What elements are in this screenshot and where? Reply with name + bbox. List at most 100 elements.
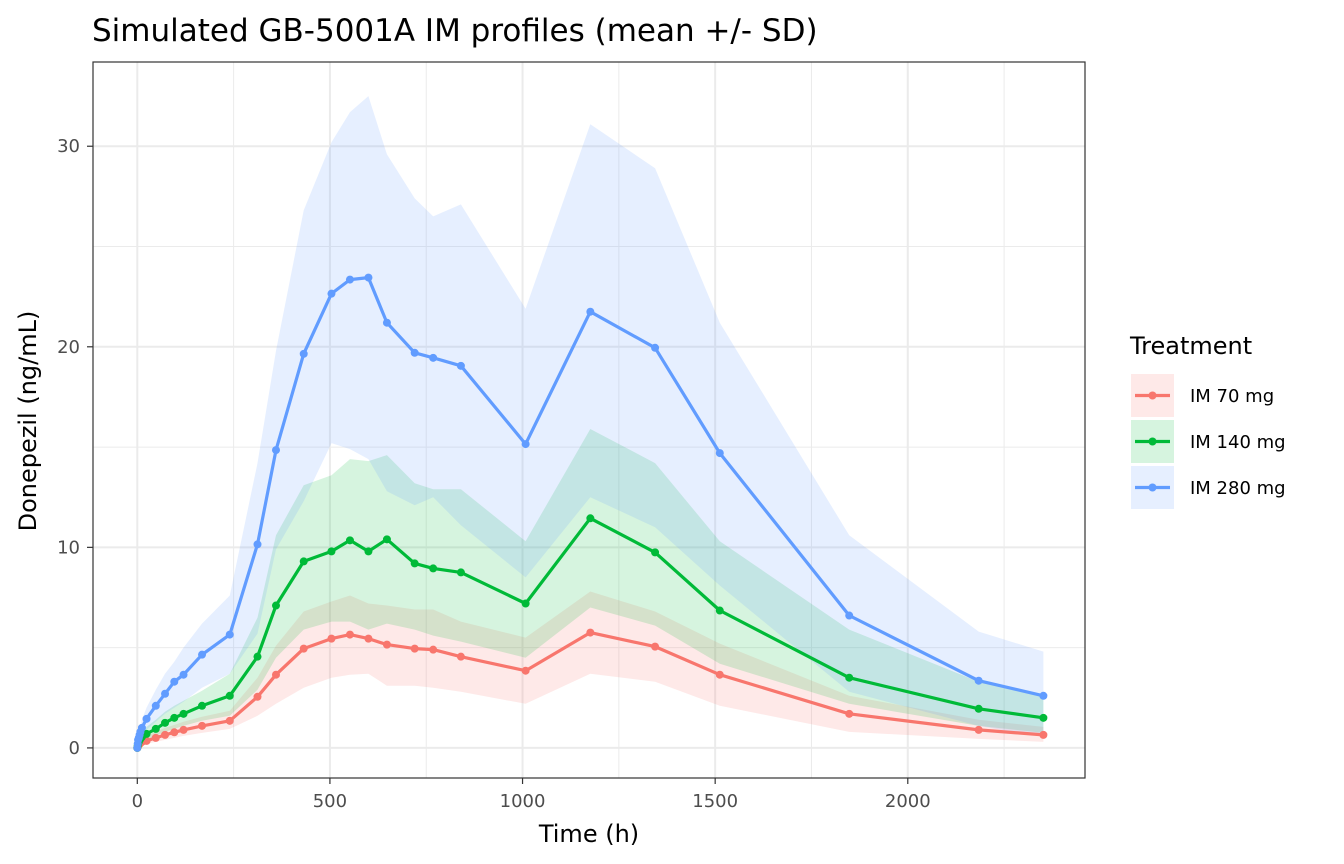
data-point-series-1 — [586, 628, 595, 637]
data-point-series-3 — [382, 318, 391, 327]
data-point-series-2 — [198, 701, 207, 710]
data-point-series-1 — [345, 630, 354, 639]
legend-key-point — [1148, 437, 1157, 446]
data-point-series-2 — [382, 535, 391, 544]
data-point-series-3 — [271, 446, 280, 455]
legend-label: IM 70 mg — [1190, 386, 1274, 407]
data-point-series-3 — [410, 348, 419, 357]
panel-border — [92, 61, 1086, 779]
data-point-series-3 — [253, 540, 262, 549]
data-point-series-1 — [845, 709, 854, 718]
data-point-series-1 — [299, 644, 308, 653]
data-point-series-2 — [253, 652, 262, 661]
data-point-series-2 — [161, 718, 170, 727]
sd-ribbons — [137, 96, 1044, 748]
data-point-series-1 — [170, 728, 179, 737]
data-point-series-2 — [974, 704, 983, 713]
data-point-series-2 — [586, 514, 595, 523]
data-point-series-2 — [429, 564, 438, 573]
x-axis-title: Time (h) — [538, 820, 639, 848]
data-point-series-1 — [429, 645, 438, 654]
legend-item: IM 280 mg — [1131, 466, 1286, 509]
data-point-series-3 — [225, 630, 234, 639]
data-point-series-3 — [198, 650, 207, 659]
data-point-series-3 — [651, 343, 660, 352]
data-point-series-3 — [974, 676, 983, 685]
legend-key-point — [1148, 391, 1157, 400]
sd-ribbon-series-2 — [137, 429, 1044, 748]
data-point-series-3 — [586, 307, 595, 316]
data-point-series-3 — [429, 353, 438, 362]
data-point-series-3 — [142, 714, 151, 723]
legend-label: IM 140 mg — [1190, 432, 1286, 453]
data-point-series-2 — [345, 536, 354, 545]
x-tick-label: 500 — [313, 791, 347, 812]
data-point-series-2 — [142, 729, 151, 738]
major-gridlines — [93, 62, 1085, 778]
data-point-series-2 — [715, 606, 724, 615]
data-point-series-2 — [1039, 713, 1048, 722]
data-point-series-1 — [327, 634, 336, 643]
data-point-series-1 — [271, 670, 280, 679]
data-point-series-1 — [715, 670, 724, 679]
data-point-series-1 — [456, 652, 465, 661]
legend: Treatment IM 70 mg IM 140 mg IM 280 mg — [1129, 332, 1286, 509]
data-point-series-3 — [345, 275, 354, 284]
data-point-series-1 — [974, 725, 983, 734]
data-point-series-2 — [651, 548, 660, 557]
x-axis-ticks: 0 500 1000 1500 2000 — [132, 778, 931, 812]
y-tick-label: 30 — [57, 136, 80, 157]
data-point-series-2 — [299, 557, 308, 566]
data-point-series-1 — [179, 725, 188, 734]
data-point-series-2 — [225, 691, 234, 700]
x-tick-label: 2000 — [885, 791, 931, 812]
data-point-series-3 — [1039, 691, 1048, 700]
chart-title: Simulated GB-5001A IM profiles (mean +/-… — [92, 13, 818, 49]
data-point-series-1 — [151, 733, 160, 742]
mean-points — [133, 273, 1048, 752]
data-point-series-2 — [327, 547, 336, 556]
y-tick-label: 10 — [57, 537, 80, 558]
data-point-series-2 — [179, 709, 188, 718]
data-point-series-1 — [198, 721, 207, 730]
data-point-series-2 — [845, 673, 854, 682]
data-point-series-3 — [161, 689, 170, 698]
data-point-series-3 — [521, 440, 530, 449]
data-point-series-3 — [151, 701, 160, 710]
x-tick-label: 1000 — [500, 791, 546, 812]
data-point-series-3 — [364, 273, 373, 282]
data-point-series-1 — [253, 692, 262, 701]
data-point-series-1 — [1039, 730, 1048, 739]
data-point-series-1 — [382, 640, 391, 649]
x-tick-label: 1500 — [692, 791, 738, 812]
legend-label: IM 280 mg — [1190, 478, 1286, 499]
data-point-series-1 — [225, 716, 234, 725]
data-point-series-3 — [327, 289, 336, 298]
y-tick-label: 0 — [69, 738, 80, 759]
data-point-series-1 — [651, 642, 660, 651]
data-point-series-3 — [299, 349, 308, 358]
data-point-series-2 — [271, 601, 280, 610]
legend-item: IM 140 mg — [1131, 420, 1286, 463]
legend-key-point — [1148, 483, 1157, 492]
data-point-series-1 — [161, 730, 170, 739]
legend-title: Treatment — [1129, 332, 1252, 360]
data-point-series-2 — [170, 713, 179, 722]
data-point-series-2 — [521, 599, 530, 608]
legend-item: IM 70 mg — [1131, 374, 1274, 417]
sd-ribbon-series-3 — [137, 96, 1044, 748]
data-point-series-3 — [845, 611, 854, 620]
data-point-series-3 — [179, 670, 188, 679]
y-axis-ticks: 0 10 20 30 — [57, 136, 93, 759]
data-point-series-2 — [151, 724, 160, 733]
data-point-series-2 — [364, 547, 373, 556]
data-point-series-3 — [170, 677, 179, 686]
data-point-series-3 — [456, 361, 465, 370]
y-tick-label: 20 — [57, 337, 80, 358]
data-point-series-2 — [410, 559, 419, 568]
sd-ribbon-series-1 — [137, 591, 1044, 748]
x-tick-label: 0 — [132, 791, 143, 812]
data-point-series-2 — [456, 568, 465, 577]
data-point-series-1 — [521, 666, 530, 675]
